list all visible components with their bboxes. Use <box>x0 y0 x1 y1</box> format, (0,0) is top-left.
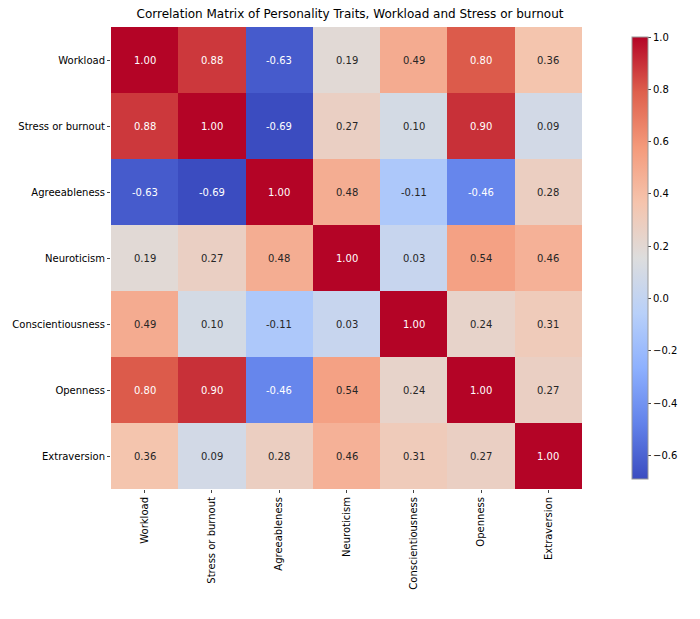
svg-text:0.8: 0.8 <box>653 84 669 95</box>
svg-text:0.24: 0.24 <box>470 319 492 330</box>
svg-text:0.31: 0.31 <box>403 451 425 462</box>
svg-text:0.48: 0.48 <box>268 253 290 264</box>
svg-text:0.36: 0.36 <box>134 451 156 462</box>
svg-text:1.00: 1.00 <box>268 187 290 198</box>
svg-text:0.90: 0.90 <box>201 385 223 396</box>
svg-text:Workload: Workload <box>139 497 150 544</box>
svg-text:0.80: 0.80 <box>470 55 492 66</box>
svg-text:0.90: 0.90 <box>470 121 492 132</box>
svg-text:0.4: 0.4 <box>653 188 669 199</box>
svg-text:-0.11: -0.11 <box>401 187 427 198</box>
svg-text:0.31: 0.31 <box>537 319 559 330</box>
svg-text:0.80: 0.80 <box>134 385 156 396</box>
svg-text:0.09: 0.09 <box>201 451 223 462</box>
svg-text:Workload: Workload <box>58 55 105 66</box>
svg-text:Extraversion: Extraversion <box>543 497 554 560</box>
svg-text:Openness: Openness <box>55 385 105 396</box>
svg-text:0.88: 0.88 <box>134 121 156 132</box>
svg-text:Stress or burnout: Stress or burnout <box>18 121 105 132</box>
svg-text:0.03: 0.03 <box>403 253 425 264</box>
svg-text:0.88: 0.88 <box>201 55 223 66</box>
svg-text:Openness: Openness <box>475 497 486 547</box>
svg-text:0.10: 0.10 <box>403 121 425 132</box>
svg-text:Correlation Matrix of Personal: Correlation Matrix of Personality Traits… <box>137 7 564 21</box>
svg-text:Agreeableness: Agreeableness <box>273 497 284 571</box>
svg-text:Agreeableness: Agreeableness <box>31 187 105 198</box>
svg-text:−0.6: −0.6 <box>653 450 677 461</box>
svg-text:-0.69: -0.69 <box>199 187 225 198</box>
svg-text:0.0: 0.0 <box>653 293 669 304</box>
svg-text:Conscientiousness: Conscientiousness <box>408 497 419 590</box>
svg-text:1.00: 1.00 <box>470 385 492 396</box>
svg-text:0.09: 0.09 <box>537 121 559 132</box>
svg-text:0.27: 0.27 <box>470 451 492 462</box>
svg-text:0.2: 0.2 <box>653 241 669 252</box>
svg-text:0.03: 0.03 <box>336 319 358 330</box>
svg-text:-0.46: -0.46 <box>266 385 292 396</box>
svg-text:−0.2: −0.2 <box>653 345 677 356</box>
svg-text:0.27: 0.27 <box>201 253 223 264</box>
svg-text:0.48: 0.48 <box>336 187 358 198</box>
svg-text:Neuroticism: Neuroticism <box>45 253 105 264</box>
svg-text:0.10: 0.10 <box>201 319 223 330</box>
svg-text:0.46: 0.46 <box>336 451 358 462</box>
svg-text:0.28: 0.28 <box>268 451 290 462</box>
svg-text:Conscientiousness: Conscientiousness <box>12 319 105 330</box>
svg-text:1.00: 1.00 <box>201 121 223 132</box>
svg-text:Stress or burnout: Stress or burnout <box>206 497 217 584</box>
svg-text:1.00: 1.00 <box>336 253 358 264</box>
svg-text:0.28: 0.28 <box>537 187 559 198</box>
svg-text:0.54: 0.54 <box>470 253 492 264</box>
svg-text:Neuroticism: Neuroticism <box>341 497 352 557</box>
svg-text:0.54: 0.54 <box>336 385 358 396</box>
svg-text:1.00: 1.00 <box>537 451 559 462</box>
svg-text:Extraversion: Extraversion <box>42 451 105 462</box>
svg-text:0.27: 0.27 <box>336 121 358 132</box>
svg-text:-0.63: -0.63 <box>132 187 158 198</box>
svg-text:0.49: 0.49 <box>134 319 156 330</box>
svg-text:0.49: 0.49 <box>403 55 425 66</box>
svg-text:−0.4: −0.4 <box>653 398 677 409</box>
svg-text:-0.11: -0.11 <box>266 319 292 330</box>
svg-text:1.00: 1.00 <box>403 319 425 330</box>
svg-text:0.36: 0.36 <box>537 55 559 66</box>
svg-text:-0.63: -0.63 <box>266 55 292 66</box>
svg-text:-0.69: -0.69 <box>266 121 292 132</box>
svg-text:0.27: 0.27 <box>537 385 559 396</box>
svg-text:0.24: 0.24 <box>403 385 425 396</box>
svg-text:0.46: 0.46 <box>537 253 559 264</box>
svg-text:1.00: 1.00 <box>134 55 156 66</box>
svg-text:0.19: 0.19 <box>134 253 156 264</box>
svg-text:0.6: 0.6 <box>653 136 669 147</box>
svg-text:-0.46: -0.46 <box>468 187 494 198</box>
svg-text:0.19: 0.19 <box>336 55 358 66</box>
svg-text:1.0: 1.0 <box>653 32 669 43</box>
